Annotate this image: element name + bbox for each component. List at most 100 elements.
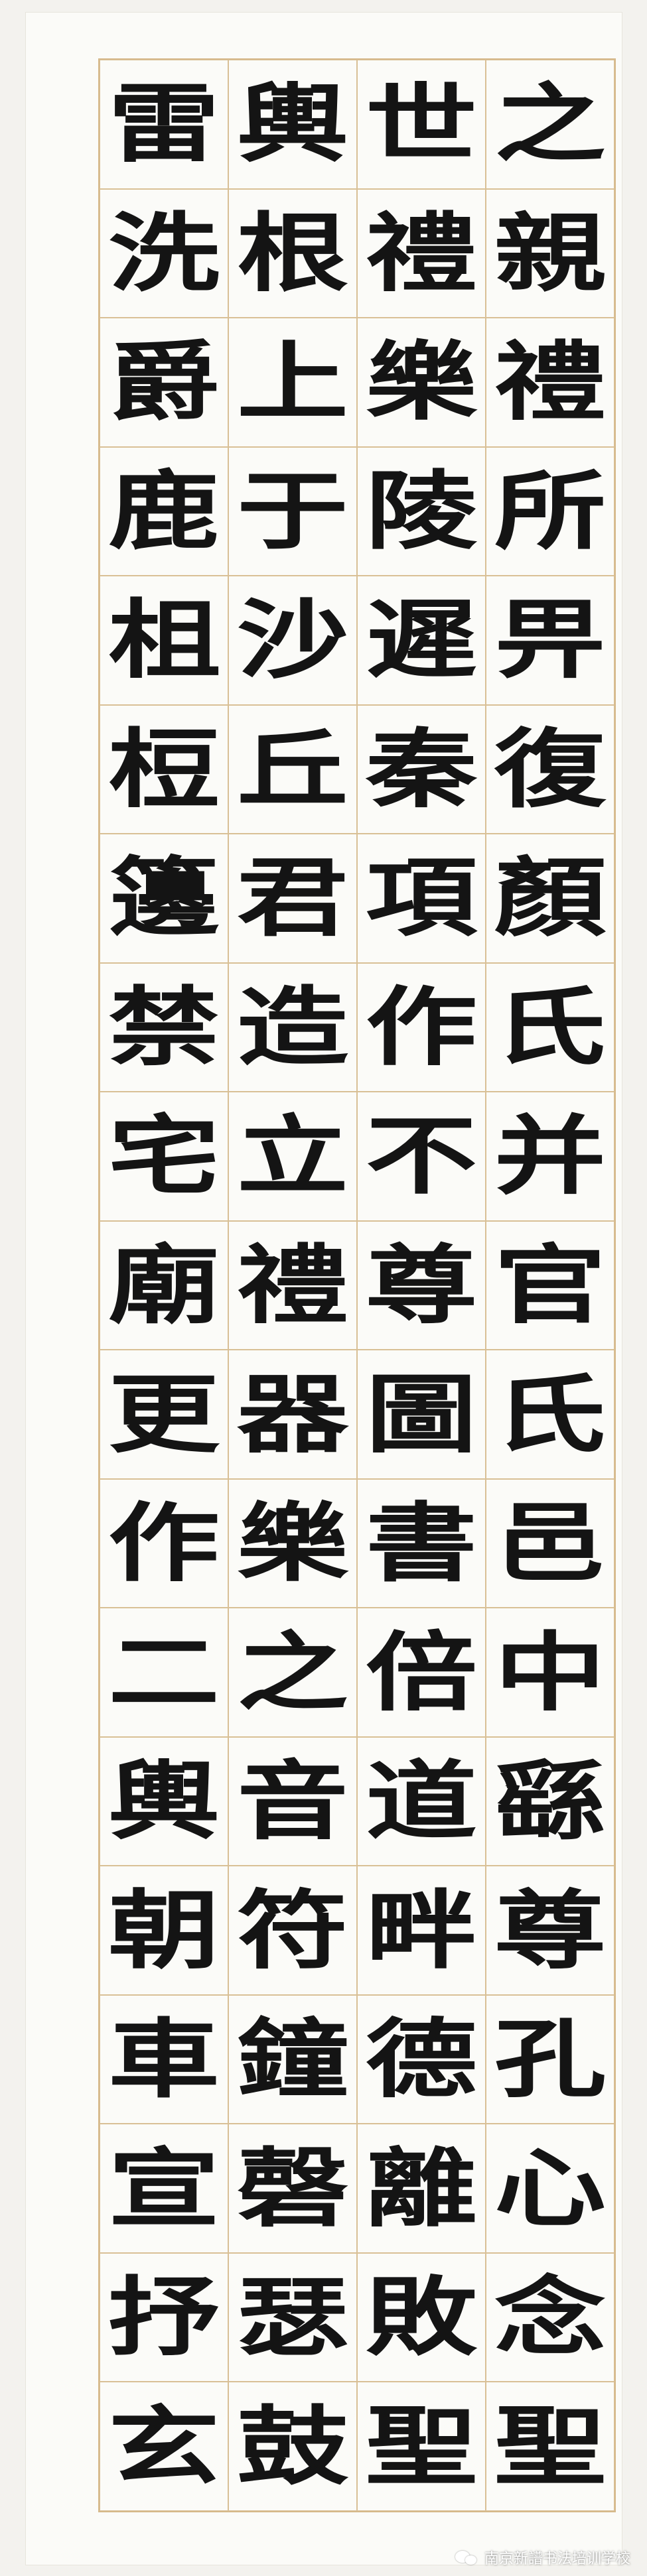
calligraphy-character: 陵 [365,461,478,562]
grid-cell: 符 [228,1866,357,1995]
grid-cell: 造 [228,962,357,1092]
calligraphy-character: 籩 [108,848,220,949]
grid-cell: 器 [228,1350,357,1479]
calligraphy-character: 德 [365,2009,478,2110]
calligraphy-character: 倍 [365,1622,478,1723]
grid-cell: 丘 [228,704,357,834]
grid-cell: 玄 [100,2382,228,2511]
calligraphy-character: 磬 [236,2138,349,2239]
calligraphy-character: 二 [108,1622,220,1723]
grid-cell: 道 [357,1736,486,1866]
grid-cell: 二 [100,1608,228,1737]
grid-cell: 邑 [486,1478,614,1608]
calligraphy-character: 君 [236,848,349,949]
grid-cell: 抒 [100,2252,228,2382]
calligraphy-character: 繇 [494,1751,607,1852]
calligraphy-character: 廟 [108,1235,220,1336]
calligraphy-character: 禁 [108,977,220,1078]
grid-cell: 所 [486,446,614,576]
grid-cell: 于 [228,446,357,576]
calligraphy-character: 車 [108,2009,220,2110]
calligraphy-character: 畀 [494,590,607,691]
calligraphy-character: 更 [108,1364,220,1465]
grid-cell: 畀 [486,576,614,705]
grid-cell: 顏 [486,834,614,963]
grid-cell: 氏 [486,962,614,1092]
calligraphy-character: 鐘 [236,2009,349,2110]
grid-cell: 尊 [486,1866,614,1995]
grid-cell: 雷 [100,60,228,189]
grid-cell: 不 [357,1092,486,1221]
grid-cell: 之 [486,60,614,189]
calligraphy-character: 官 [494,1235,607,1336]
grid-cell: 氏 [486,1350,614,1479]
character-grid: 雷輿世之洗根禮親爵上樂禮鹿于陵所柤沙遲畀梪丘秦復籩君項顏禁造作氏宅立不并廟禮尊官… [98,58,616,2512]
calligraphy-character: 雷 [108,74,220,174]
calligraphy-character: 世 [365,74,478,174]
grid-cell: 洗 [100,188,228,318]
grid-cell: 畔 [357,1866,486,1995]
grid-cell: 輿 [228,60,357,189]
grid-cell: 德 [357,1994,486,2124]
grid-cell: 遲 [357,576,486,705]
grid-cell: 之 [228,1608,357,1737]
calligraphy-character: 梪 [108,719,220,820]
grid-cell: 更 [100,1350,228,1479]
grid-cell: 官 [486,1220,614,1350]
calligraphy-character: 圖 [365,1364,478,1465]
calligraphy-character: 邑 [494,1493,607,1594]
calligraphy-character: 尊 [494,1880,607,1981]
grid-cell: 立 [228,1092,357,1221]
calligraphy-character: 柤 [108,590,220,691]
calligraphy-character: 作 [365,977,478,1078]
calligraphy-character: 顏 [494,848,607,949]
grid-cell: 復 [486,704,614,834]
calligraphy-character: 抒 [108,2267,220,2368]
grid-cell: 尊 [357,1220,486,1350]
calligraphy-character: 作 [108,1493,220,1594]
calligraphy-character: 道 [365,1751,478,1852]
watermark-text: 南京新譜书法培训学校 [484,2551,630,2567]
calligraphy-paper: 雷輿世之洗根禮親爵上樂禮鹿于陵所柤沙遲畀梪丘秦復籩君項顏禁造作氏宅立不并廟禮尊官… [25,12,622,2565]
grid-cell: 親 [486,188,614,318]
grid-cell: 鹿 [100,446,228,576]
calligraphy-character: 項 [365,848,478,949]
calligraphy-character: 之 [494,74,607,174]
grid-cell: 書 [357,1478,486,1608]
calligraphy-character: 沙 [236,590,349,691]
grid-cell: 輿 [100,1736,228,1866]
grid-cell: 樂 [357,318,486,447]
calligraphy-character: 孔 [494,2009,607,2110]
calligraphy-character: 中 [494,1622,607,1723]
calligraphy-character: 丘 [236,719,349,820]
grid-cell: 世 [357,60,486,189]
grid-cell: 作 [100,1478,228,1608]
calligraphy-character: 根 [236,203,349,304]
calligraphy-character: 并 [494,1106,607,1207]
calligraphy-character: 親 [494,203,607,304]
grid-cell: 離 [357,2124,486,2253]
calligraphy-character: 玄 [108,2396,220,2497]
calligraphy-character: 氏 [494,977,607,1078]
calligraphy-character: 樂 [236,1493,349,1594]
calligraphy-character: 聖 [494,2396,607,2497]
calligraphy-character: 朝 [108,1880,220,1981]
grid-cell: 爵 [100,318,228,447]
calligraphy-character: 書 [365,1493,478,1594]
grid-cell: 禁 [100,962,228,1092]
grid-cell: 心 [486,2124,614,2253]
calligraphy-character: 之 [236,1622,349,1723]
grid-cell: 倍 [357,1608,486,1737]
grid-cell: 柤 [100,576,228,705]
calligraphy-character: 尊 [365,1235,478,1336]
grid-cell: 梪 [100,704,228,834]
calligraphy-character: 氏 [494,1364,607,1465]
grid-cell: 沙 [228,576,357,705]
grid-cell: 項 [357,834,486,963]
calligraphy-character: 宅 [108,1106,220,1207]
grid-cell: 宅 [100,1092,228,1221]
grid-cell: 樂 [228,1478,357,1608]
grid-cell: 禮 [486,318,614,447]
calligraphy-character: 禮 [236,1235,349,1336]
grid-cell: 秦 [357,704,486,834]
